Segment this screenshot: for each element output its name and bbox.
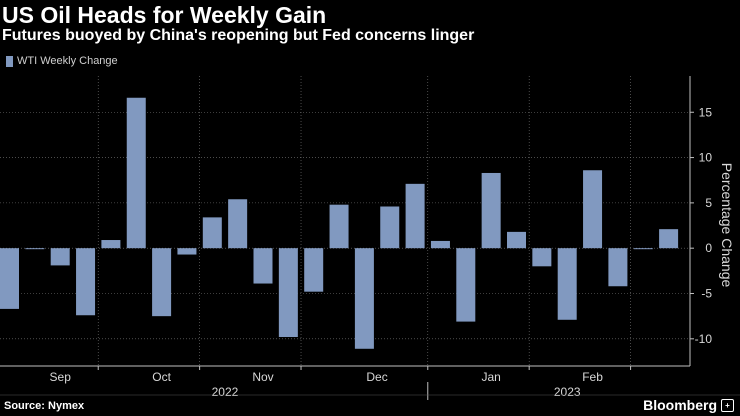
bar [633,248,653,250]
bar [380,206,400,249]
y-tick-label: -10 [695,332,713,346]
chart-title: US Oil Heads for Weekly Gain [2,2,327,28]
bar [481,172,501,249]
bar [126,97,146,249]
bar [76,248,96,316]
brand-name: Bloomberg [643,397,717,413]
bar [278,248,298,337]
bar [354,248,374,349]
brand-logo: Bloomberg + [643,397,734,413]
y-tick-label: 0 [705,241,712,255]
bar [557,248,577,320]
bar [430,240,450,249]
bar [25,248,45,250]
bar [228,199,248,249]
x-month-label: Nov [252,370,273,384]
bar [253,248,273,284]
x-year-label: 2023 [554,385,581,399]
y-tick-label: -5 [701,287,712,301]
bar [659,229,679,249]
bar [405,183,425,249]
bar [583,170,603,249]
bar [507,231,526,249]
x-month-label: Sep [50,370,72,384]
y-tick-label: 15 [699,105,713,119]
bar [304,248,324,292]
bar [608,248,628,287]
legend-label: WTI Weekly Change [17,55,118,67]
y-axis-title: Percentage Change [719,163,735,288]
bar [329,204,349,249]
x-month-label: Oct [152,370,171,384]
x-month-label: Dec [366,370,387,384]
bar [177,248,197,255]
bar [532,248,552,267]
chart-subtitle: Futures buoyed by China's reopening but … [2,27,475,44]
bar [456,248,476,322]
plus-square-icon: + [721,398,734,412]
bar [0,248,19,309]
x-month-label: Feb [582,370,603,384]
source-note: Source: Nymex [4,400,85,412]
bar [101,240,121,249]
bar [202,217,222,249]
bar [152,248,172,317]
legend-swatch [6,55,13,67]
x-month-label: Jan [481,370,500,384]
bar [50,248,70,266]
y-tick-label: 5 [705,196,712,210]
y-tick-label: 10 [699,151,713,165]
chart-legend: WTI Weekly Change [6,55,118,67]
x-year-label: 2022 [212,385,239,399]
